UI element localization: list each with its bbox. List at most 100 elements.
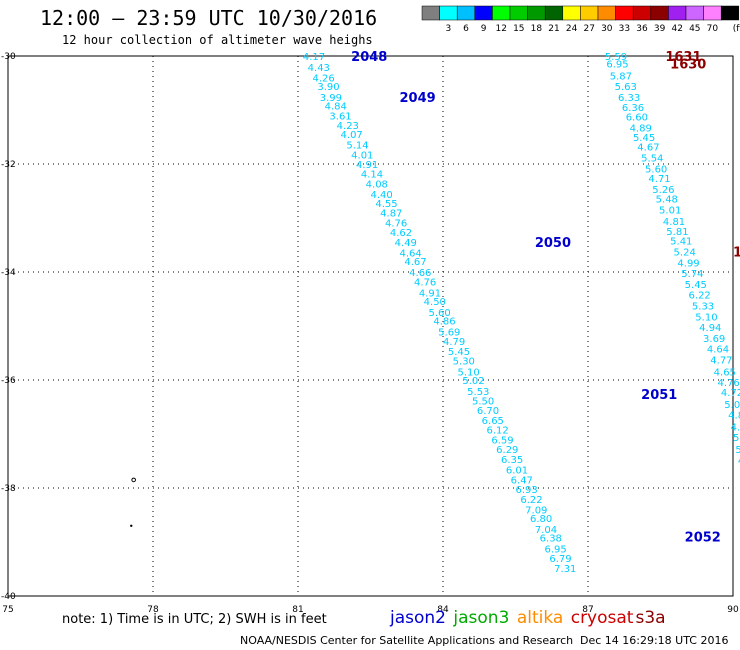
colorbar-tick-label: 15 xyxy=(513,24,524,34)
wave-height-value: 5. xyxy=(735,445,740,456)
colorbar-tick-label: 36 xyxy=(636,24,648,34)
wave-height-value: 4.83 xyxy=(728,411,740,422)
x-tick-label: 78 xyxy=(147,605,159,615)
wave-height-value: 4.76 xyxy=(385,218,407,229)
wave-height-value: 6.22 xyxy=(689,291,711,302)
colorbar-tick-label: 3 xyxy=(446,24,452,34)
colorbar-tick-label: 24 xyxy=(566,24,578,34)
wave-height-value: 6.01 xyxy=(506,466,528,477)
wave-height-value: 4.01 xyxy=(351,150,373,161)
wave-height-value: 4.67 xyxy=(637,143,659,154)
wave-height-value: 5.00 xyxy=(724,400,740,411)
wave-height-value: 5.59 xyxy=(605,52,627,63)
wave-height-value: 6.80 xyxy=(530,514,552,525)
wave-height-value: 5.74 xyxy=(681,269,703,280)
x-tick-label: 75 xyxy=(2,605,13,615)
wave-height-value: 6.12 xyxy=(487,426,509,437)
pass-number-label: 1631 xyxy=(665,50,701,65)
island-marker xyxy=(131,477,136,483)
wave-height-value: 6.35 xyxy=(501,455,523,466)
wave-height-value: 4.81 xyxy=(663,217,685,228)
x-tick-label: 87 xyxy=(582,605,593,615)
wave-height-value: 5.10 xyxy=(458,367,480,378)
mission-jason3: jason3 xyxy=(453,608,510,628)
wave-height-value: 6.33 xyxy=(618,93,640,104)
wave-height-value: 6.79 xyxy=(549,554,571,565)
wave-height-value: 4.64 xyxy=(707,345,729,356)
wave-height-value: 3.69 xyxy=(703,334,725,345)
wave-height-value: 5.26 xyxy=(652,185,674,196)
wave-height-value: 4.72 xyxy=(721,388,740,399)
wave-height-value: 4.94 xyxy=(699,323,721,334)
wave-height-value: 5.69 xyxy=(438,327,460,338)
wave-height-value: 4.17 xyxy=(303,52,325,63)
wave-height-value: 4.64 xyxy=(400,249,422,260)
wave-height-value: 5.45 xyxy=(685,280,707,291)
wave-height-value: 6.36 xyxy=(622,103,644,114)
mission-legend: jason2 jason3 altika cryosat s3a xyxy=(390,608,668,628)
plot-frame xyxy=(7,55,734,597)
wave-height-value: 5.60 xyxy=(429,308,451,319)
wave-height-value: 4.84 xyxy=(325,102,347,113)
wave-height-value: 6.60 xyxy=(626,112,648,123)
wave-height-value: 5.45 xyxy=(633,133,655,144)
footer-timestamp: Dec 14 16:29:18 UTC 2016 xyxy=(580,634,729,647)
colorbar-tick-label: 21 xyxy=(548,24,559,34)
wave-height-value: 3.99 xyxy=(320,93,342,104)
colorbar-tick-label: 30 xyxy=(601,24,613,34)
wave-height-value: 5.63 xyxy=(615,82,637,93)
y-tick-label: -32 xyxy=(1,160,16,170)
y-tick-label: -30 xyxy=(1,52,16,62)
wave-height-value: 4.67 xyxy=(404,257,426,268)
colorbar-unit-label: (ft) xyxy=(733,24,740,34)
wave-height-value: 5.1 xyxy=(733,433,740,444)
wave-height-value: 4.14 xyxy=(361,170,383,181)
colorbar-tick-label: 70 xyxy=(707,24,719,34)
wave-height-value: 4.76 xyxy=(414,278,436,289)
wave-height-value: 6.95 xyxy=(545,544,567,555)
wave-height-value: 5.30 xyxy=(453,357,475,368)
wave-height-value: 4.55 xyxy=(375,199,397,210)
wave-height-value: 4.91 xyxy=(419,289,441,300)
colorbar-tick-label: 39 xyxy=(654,24,666,34)
colorbar-tick-label: 9 xyxy=(481,24,487,34)
wave-height-value: 6.70 xyxy=(477,406,499,417)
wave-height-value: 4.71 xyxy=(648,174,670,185)
colorbar-swatch xyxy=(720,5,740,21)
colorbar-tick-label: 42 xyxy=(671,24,682,34)
wave-height-value: 4.79 xyxy=(443,337,465,348)
wave-height-value: 4.87 xyxy=(731,422,740,433)
wave-height-value: 7.31 xyxy=(554,564,576,575)
legend-note: note: 1) Time is in UTC; 2) SWH is in fe… xyxy=(62,612,327,627)
wave-height-value: 4.07 xyxy=(341,130,363,141)
wave-height-value: 4.99 xyxy=(677,258,699,269)
pass-number-label: 1630 xyxy=(670,58,706,73)
footer-credit: NOAA/NESDIS Center for Satellite Applica… xyxy=(240,634,574,647)
pass-number-label: 2052 xyxy=(685,531,721,546)
wave-height-value: 4.23 xyxy=(337,121,359,132)
y-tick-label: -40 xyxy=(1,592,16,602)
pass-number-label: 2048 xyxy=(351,50,387,65)
wave-height-value: 5.24 xyxy=(674,247,696,258)
wave-height-value: 3.61 xyxy=(329,111,351,122)
wave-height-value: 5.50 xyxy=(472,397,494,408)
wave-height-value: 5.02 xyxy=(462,376,484,387)
wave-height-value: 5.54 xyxy=(641,154,663,165)
y-tick-label: -38 xyxy=(1,484,16,494)
pass-number-label: 2050 xyxy=(535,236,571,251)
wave-height-value: 5.10 xyxy=(695,312,717,323)
x-tick-label: 84 xyxy=(437,605,449,615)
wave-height-value: 6.59 xyxy=(491,435,513,446)
mission-jason2: jason2 xyxy=(390,608,446,628)
y-tick-label: -34 xyxy=(1,268,16,278)
wave-height-value: 5.14 xyxy=(346,141,368,152)
chart-title: 12:00 – 23:59 UTC 10/30/2016 xyxy=(40,6,378,30)
pass-number-label: 1629 xyxy=(733,245,740,260)
wave-height-value: 4.50 xyxy=(424,297,446,308)
wave-height-value: 5.45 xyxy=(448,347,470,358)
wave-height-value: 6.93 xyxy=(516,485,538,496)
wave-height-value: 7.09 xyxy=(525,506,547,517)
wave-height-value: 5.87 xyxy=(610,71,632,82)
